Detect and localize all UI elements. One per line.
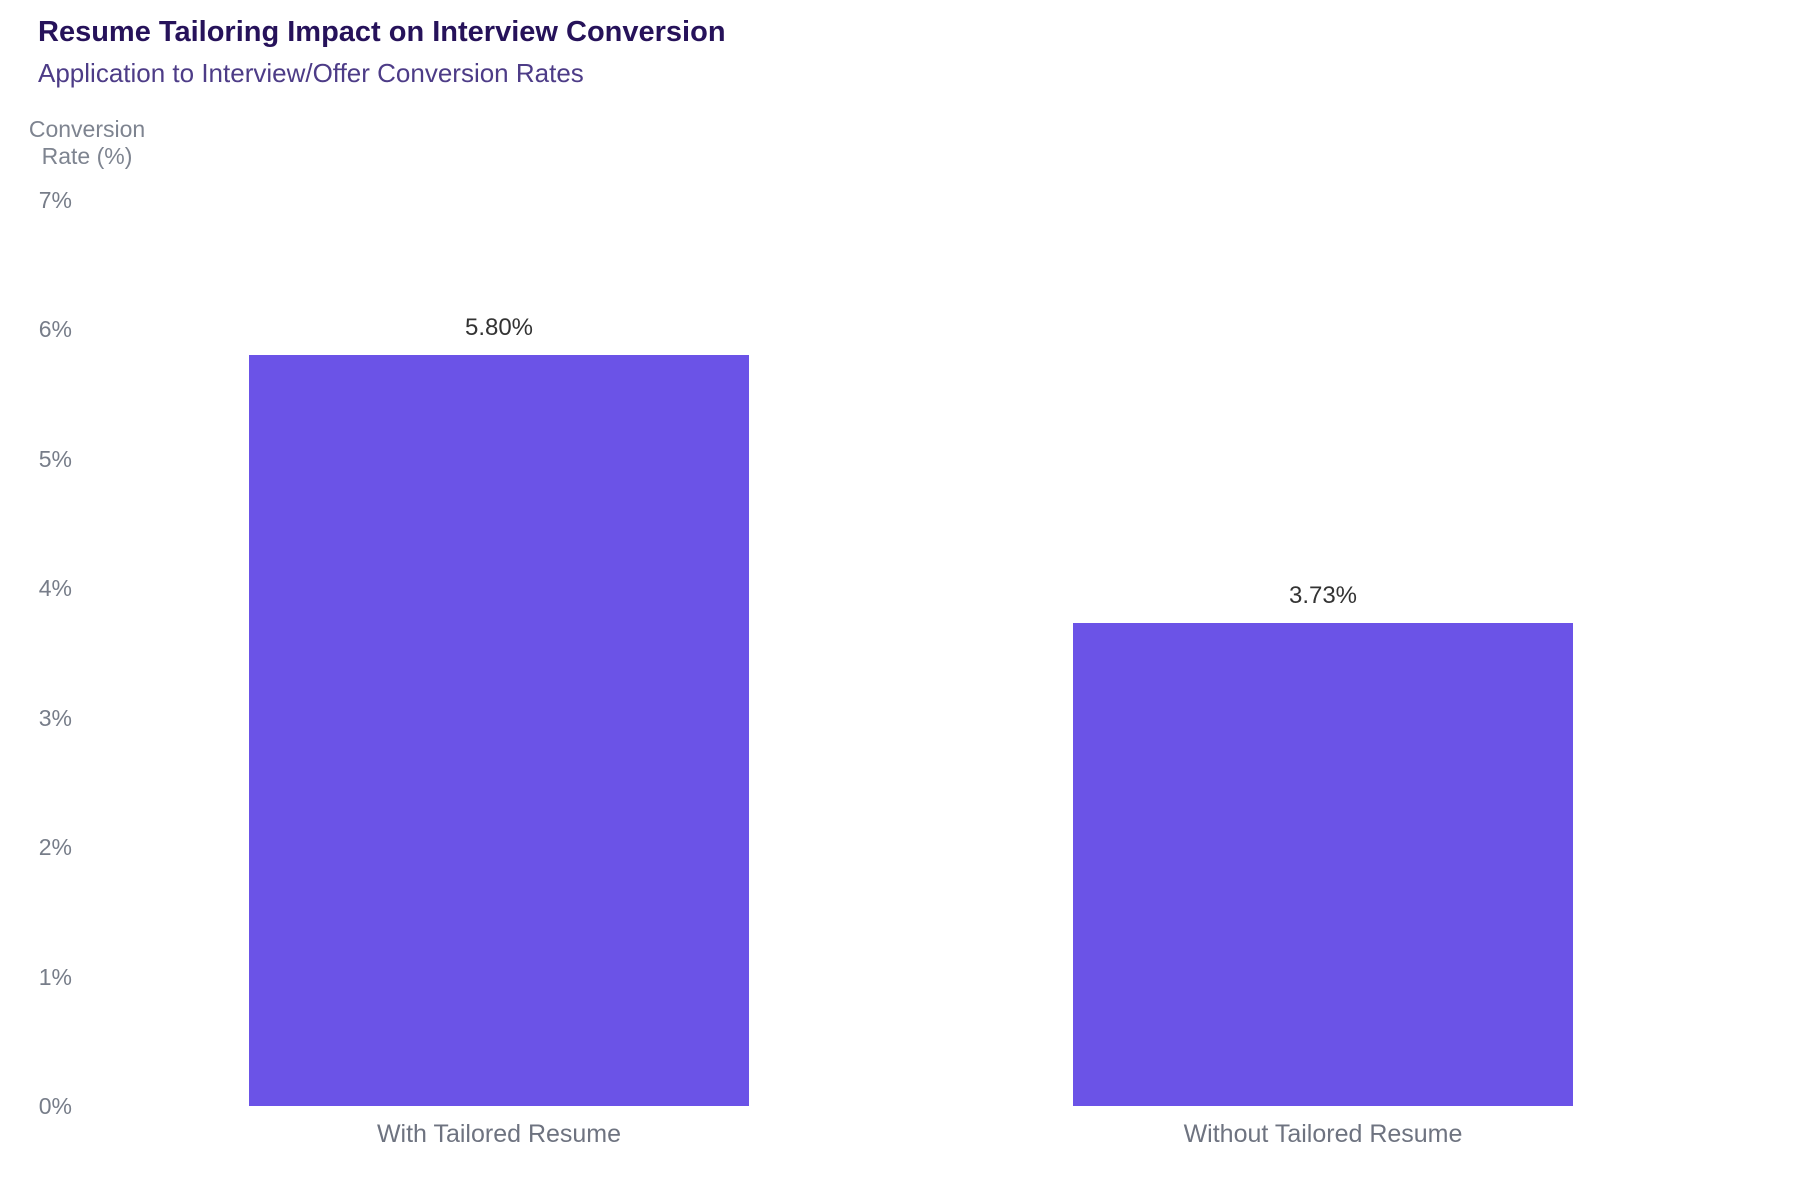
- bar-value-label: 5.80%: [464, 314, 534, 342]
- x-category-label: Without Tailored Resume: [1183, 1120, 1463, 1148]
- y-tick-label: 7%: [38, 187, 72, 213]
- y-axis-title-line-2: Rate (%): [41, 143, 133, 169]
- chart-title: Resume Tailoring Impact on Interview Con…: [38, 16, 726, 48]
- y-tick-label: 4%: [38, 575, 72, 602]
- y-tick-label: 0%: [38, 1093, 72, 1119]
- chart-subtitle: Application to Interview/Offer Conversio…: [38, 58, 584, 88]
- y-axis-title: Conversion Rate (%): [7, 116, 167, 170]
- bar-with-tailored-resume: [249, 355, 749, 1106]
- y-tick-label: 3%: [38, 704, 72, 731]
- bar-value-label: 3.73%: [1288, 582, 1358, 610]
- x-category-label: With Tailored Resume: [376, 1120, 622, 1148]
- y-tick-label: 2%: [38, 834, 72, 861]
- bar-without-tailored-resume: [1073, 623, 1573, 1106]
- y-axis-title-line-1: Conversion: [28, 116, 146, 142]
- y-tick-label: 6%: [38, 316, 72, 343]
- y-tick-label: 1%: [38, 963, 72, 990]
- y-tick-label: 5%: [38, 445, 72, 472]
